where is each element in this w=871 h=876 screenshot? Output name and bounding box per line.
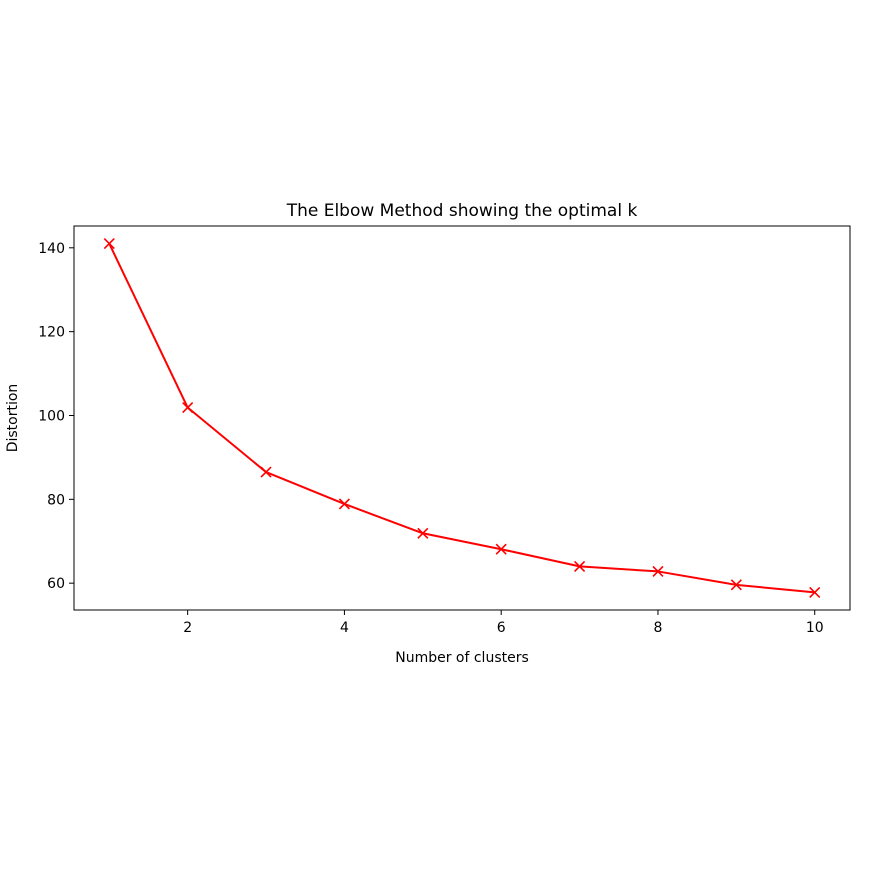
data-point-10 (809, 586, 821, 598)
y-tick-label: 140 (38, 241, 65, 257)
x-tick-label: 4 (340, 620, 349, 636)
data-point-5 (417, 527, 429, 539)
data-point-3 (260, 466, 272, 478)
data-point-2 (182, 401, 194, 414)
y-tick-label: 80 (47, 492, 65, 508)
data-point-9 (730, 579, 742, 591)
series-line (108, 243, 815, 594)
y-tick-label: 120 (38, 325, 65, 341)
data-point-4 (338, 498, 350, 510)
y-axis-label: Distortion (5, 384, 21, 453)
x-tick-label: 8 (653, 620, 662, 636)
x-tick-label: 10 (806, 620, 824, 636)
data-point-1 (103, 238, 115, 250)
y-tick-label: 60 (47, 576, 65, 592)
y-tick-label: 100 (38, 408, 65, 424)
x-tick-label: 6 (497, 620, 506, 636)
data-point-6 (495, 543, 507, 555)
data-point-8 (652, 565, 664, 577)
x-tick-label: 2 (183, 620, 192, 636)
data-point-7 (574, 560, 586, 572)
x-axis-label: Number of clusters (395, 650, 529, 666)
plot-frame (73, 225, 851, 611)
chart-title: The Elbow Method showing the optimal k (286, 201, 638, 221)
